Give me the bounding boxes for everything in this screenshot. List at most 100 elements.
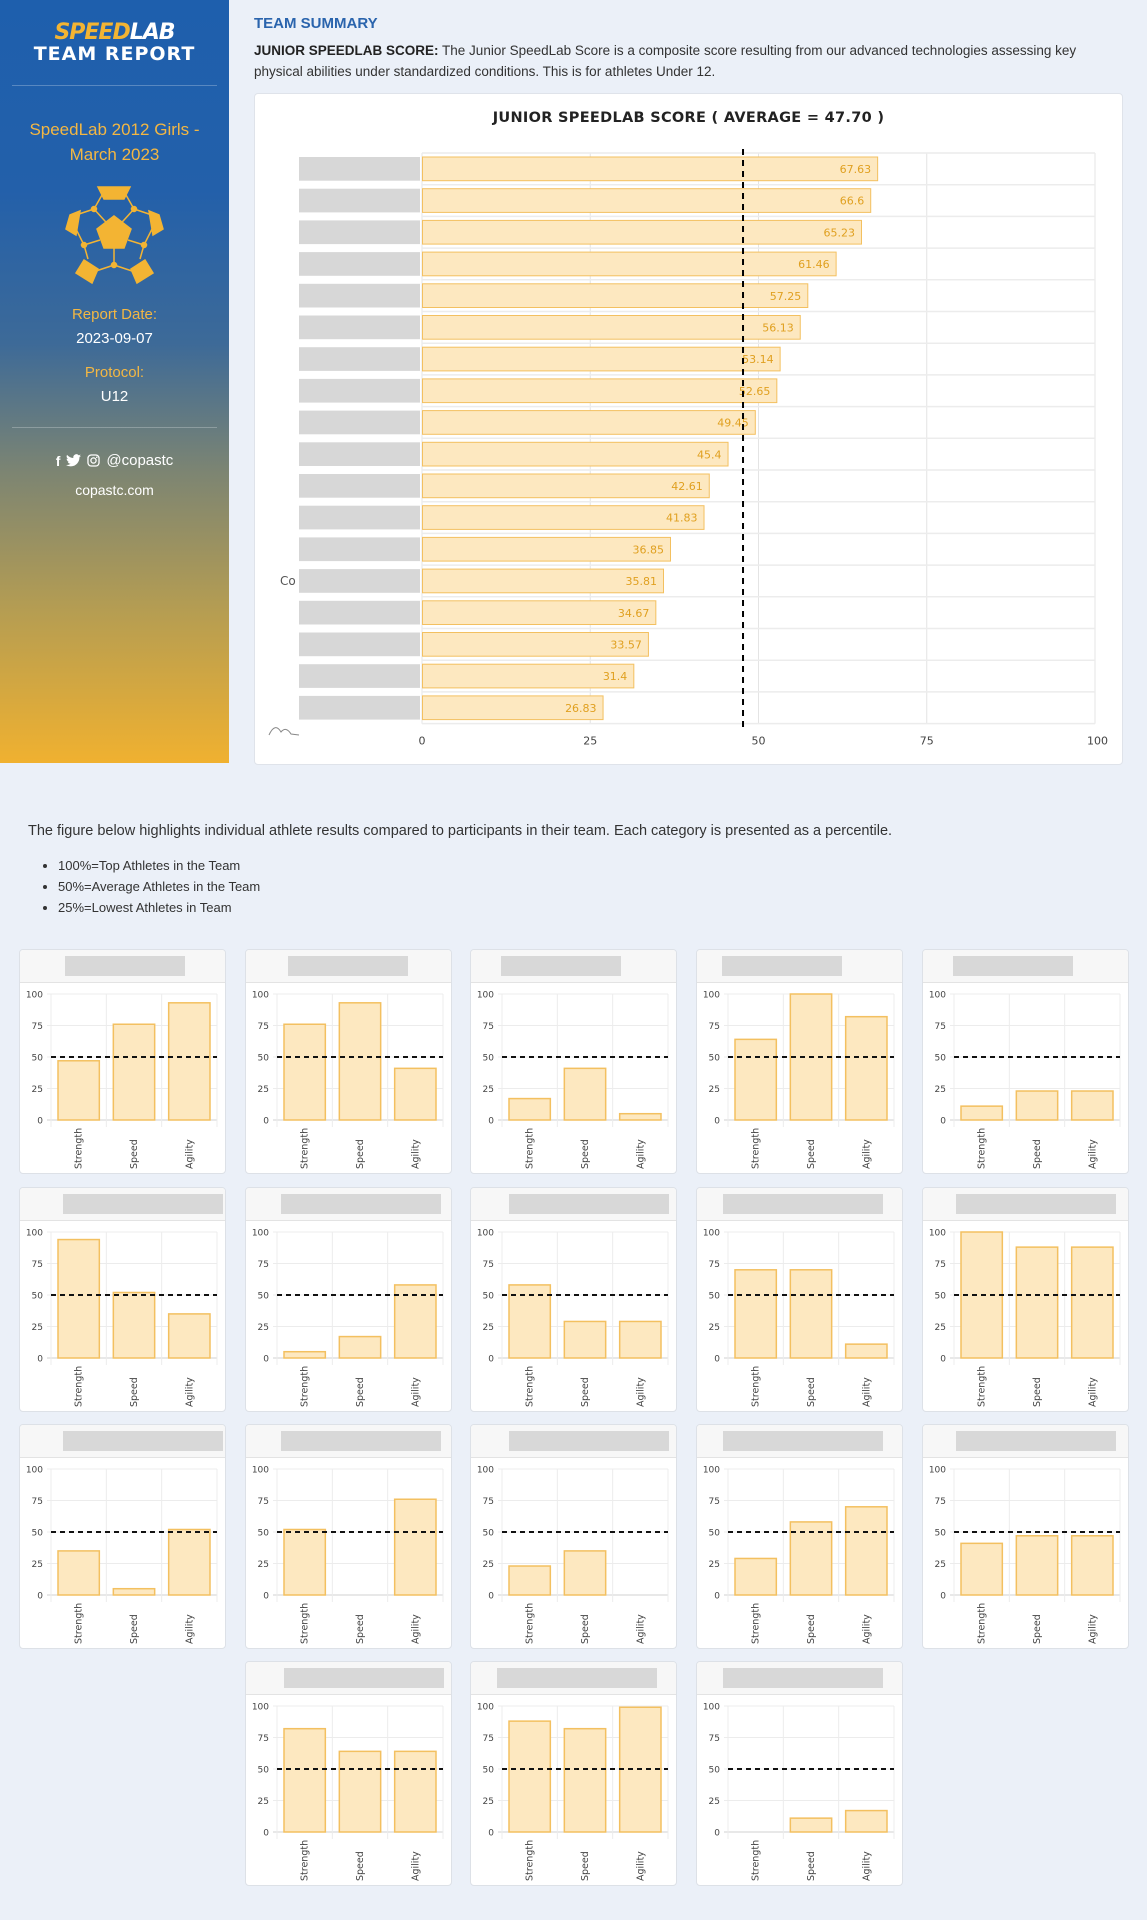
y-tick-label: 75 bbox=[483, 1022, 494, 1032]
athlete-name-redacted bbox=[299, 505, 420, 530]
athlete-name-redacted bbox=[63, 1431, 223, 1451]
y-tick-label: 50 bbox=[935, 1529, 947, 1539]
athlete-chart-header bbox=[246, 1662, 451, 1695]
percentile-bar bbox=[338, 1335, 382, 1359]
y-tick-label: 100 bbox=[252, 1466, 269, 1476]
score-bar-label: 61.46 bbox=[798, 258, 830, 271]
athlete-name-redacted bbox=[299, 600, 420, 625]
y-tick-label: 0 bbox=[714, 1117, 720, 1127]
y-tick-label: 75 bbox=[709, 1734, 720, 1744]
athlete-name-redacted bbox=[723, 1431, 883, 1451]
category-label: Speed bbox=[806, 1614, 817, 1644]
y-tick-label: 75 bbox=[709, 1497, 720, 1507]
percentile-bar bbox=[563, 1067, 607, 1121]
y-tick-label: 50 bbox=[709, 1292, 721, 1302]
y-tick-label: 75 bbox=[709, 1260, 720, 1270]
athlete-chart-card: 100 75 50 25 0 Strength Speed Agility bbox=[245, 1424, 452, 1649]
social-handle[interactable]: @copastc bbox=[106, 452, 174, 469]
percentile-bar bbox=[618, 1320, 662, 1359]
y-tick-label: 50 bbox=[258, 1292, 270, 1302]
athlete-chart-header bbox=[471, 950, 676, 983]
athlete-chart-header bbox=[923, 1425, 1128, 1458]
category-label: Strength bbox=[751, 1128, 762, 1169]
percentile-bar bbox=[734, 1038, 778, 1121]
percentile-bar bbox=[57, 1238, 101, 1359]
athlete-percentile-chart: 100 75 50 25 0 Strength Speed Agility bbox=[477, 1466, 669, 1644]
legend-item: 25%=Lowest Athletes in Team bbox=[58, 897, 260, 918]
facebook-icon[interactable]: f bbox=[55, 452, 61, 469]
y-tick-label: 75 bbox=[935, 1497, 946, 1507]
percentile-bar bbox=[112, 1291, 156, 1359]
logo-lab-text: LAB bbox=[129, 20, 176, 45]
percentile-bar bbox=[563, 1550, 607, 1596]
category-label: Strength bbox=[300, 1840, 311, 1881]
athlete-percentile-chart: 100 75 50 25 0 Strength Speed Agility bbox=[252, 1229, 444, 1407]
score-bar-label: 65.23 bbox=[823, 226, 855, 239]
percentile-bar bbox=[563, 1320, 607, 1359]
percentile-bar bbox=[508, 1720, 552, 1833]
athlete-name-redacted bbox=[501, 956, 621, 976]
percentile-bar bbox=[789, 1521, 833, 1596]
logo-subtitle: TEAM REPORT bbox=[33, 43, 196, 65]
sidebar-divider bbox=[12, 427, 217, 428]
category-label: Speed bbox=[580, 1377, 591, 1407]
instagram-icon[interactable] bbox=[87, 454, 101, 467]
y-tick-label: 25 bbox=[32, 1085, 43, 1095]
athlete-percentile-chart: 100 75 50 25 0 Strength Speed Agility bbox=[929, 991, 1121, 1169]
category-label: Speed bbox=[129, 1614, 140, 1644]
twitter-icon[interactable] bbox=[66, 454, 82, 467]
y-tick-label: 50 bbox=[32, 1292, 44, 1302]
score-bar-label: 45.4 bbox=[697, 448, 722, 461]
percentile-bar bbox=[338, 1750, 382, 1833]
y-tick-label: 100 bbox=[929, 991, 946, 1001]
athlete-name-redacted bbox=[65, 956, 185, 976]
score-bar bbox=[422, 315, 801, 340]
athlete-chart-card: 100 75 50 25 0 Strength Speed Agility bbox=[470, 1424, 677, 1649]
athlete-chart-card: 100 75 50 25 0 Strength Speed Agility bbox=[922, 1424, 1129, 1649]
y-tick-label: 0 bbox=[263, 1355, 269, 1365]
percentile-bar bbox=[338, 1002, 382, 1121]
y-tick-label: 100 bbox=[26, 1466, 43, 1476]
athlete-chart-card: 100 75 50 25 0 Strength Speed Agility bbox=[245, 1661, 452, 1886]
athlete-percentile-chart: 100 75 50 25 0 Strength Speed Agility bbox=[703, 991, 895, 1169]
athlete-name-redacted bbox=[281, 1194, 441, 1214]
y-tick-label: 75 bbox=[32, 1022, 43, 1032]
score-bar-label: 57.25 bbox=[770, 290, 802, 303]
y-tick-label: 25 bbox=[935, 1085, 946, 1095]
percentile-bar bbox=[393, 1284, 437, 1359]
athlete-name-redacted bbox=[299, 537, 420, 562]
category-label: Agility bbox=[410, 1139, 421, 1169]
athlete-name-redacted bbox=[956, 1431, 1116, 1451]
percentile-bar bbox=[1070, 1246, 1114, 1359]
report-date-value: 2023-09-07 bbox=[76, 330, 153, 347]
score-bar-label: 36.85 bbox=[633, 543, 665, 556]
y-tick-label: 100 bbox=[477, 1466, 494, 1476]
category-label: Agility bbox=[861, 1377, 872, 1407]
y-tick-label: 50 bbox=[709, 1766, 721, 1776]
category-label: Speed bbox=[1032, 1139, 1043, 1169]
category-label: Strength bbox=[525, 1603, 536, 1644]
category-label: Agility bbox=[635, 1614, 646, 1644]
athlete-name-redacted bbox=[299, 347, 420, 371]
percentile-bar bbox=[844, 1809, 888, 1833]
athlete-name-redacted bbox=[299, 220, 420, 245]
category-label: Speed bbox=[806, 1139, 817, 1169]
y-tick-label: 50 bbox=[935, 1054, 947, 1064]
y-tick-label: 25 bbox=[483, 1560, 494, 1570]
category-label: Strength bbox=[74, 1128, 85, 1169]
athlete-percentile-chart: 100 75 50 25 0 Strength Speed Agility bbox=[252, 1466, 444, 1644]
athlete-name-redacted bbox=[281, 1431, 441, 1451]
legend-item: 100%=Top Athletes in the Team bbox=[58, 855, 260, 876]
y-tick-label: 50 bbox=[258, 1529, 270, 1539]
category-label: Agility bbox=[184, 1614, 195, 1644]
y-tick-label: 0 bbox=[37, 1592, 43, 1602]
athlete-chart-card: 100 75 50 25 0 Strength Speed Agility bbox=[19, 1424, 226, 1649]
athlete-chart-header bbox=[923, 950, 1128, 983]
website-link[interactable]: copastc.com bbox=[75, 482, 154, 498]
category-label: Speed bbox=[580, 1851, 591, 1881]
y-tick-label: 100 bbox=[252, 991, 269, 1001]
percentile-bar bbox=[112, 1023, 156, 1121]
score-bar bbox=[422, 473, 710, 499]
y-tick-label: 75 bbox=[32, 1260, 43, 1270]
athlete-name-redacted bbox=[299, 315, 420, 340]
